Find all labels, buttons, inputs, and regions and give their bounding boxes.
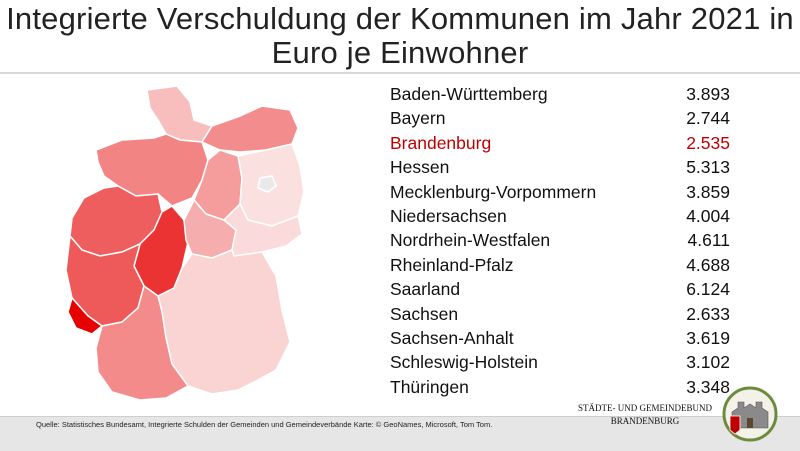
map-region-sachsen — [222, 202, 303, 257]
state-name: Schleswig-Holstein — [390, 352, 538, 373]
debt-table: Baden-Württemberg 3.893 Bayern 2.744 Branden… — [390, 82, 730, 399]
state-name: Nordrhein-Westfalen — [390, 230, 551, 251]
state-name: Saarland — [390, 279, 461, 300]
debt-value: 2.535 — [686, 132, 730, 153]
debt-value: 4.688 — [686, 254, 730, 275]
table-row: Brandenburg 2.535 — [390, 131, 730, 155]
debt-value: 3.859 — [686, 181, 730, 202]
debt-value: 3.893 — [686, 84, 730, 104]
debt-value: 6.124 — [686, 279, 730, 300]
table-row: Niedersachsen 4.004 — [390, 204, 730, 228]
state-name: Rheinland-Pfalz — [390, 254, 514, 275]
map-region-mecklenburg-vorpommern — [200, 105, 299, 153]
debt-value: 3.348 — [686, 376, 730, 397]
debt-value: 4.611 — [687, 230, 731, 251]
state-name: Bayern — [390, 108, 446, 129]
association-logo — [722, 386, 778, 442]
table-row: Sachsen-Anhalt 3.619 — [390, 326, 730, 350]
table-row: Rheinland-Pfalz 4.688 — [390, 253, 730, 277]
table-row: Nordrhein-Westfalen 4.611 — [390, 228, 730, 252]
table-row: Bayern 2.744 — [390, 106, 730, 130]
table-row: Hessen 5.313 — [390, 155, 730, 179]
map-region-saarland — [67, 296, 104, 335]
state-name: Mecklenburg-Vorpommern — [390, 181, 597, 202]
table-row: Sachsen 2.633 — [390, 302, 730, 326]
debt-value: 2.744 — [686, 108, 730, 129]
state-name: Niedersachsen — [390, 205, 507, 226]
association-line-2: BRANDENBURG — [610, 416, 680, 426]
map-region-baden-wuerttemberg — [95, 284, 190, 401]
table-row: Saarland 6.124 — [390, 277, 730, 301]
debt-value: 2.633 — [686, 303, 730, 324]
germany-choropleth-map — [65, 85, 305, 401]
table-row: Thüringen 3.348 — [390, 375, 730, 399]
association-name: STÄDTE- UND GEMEINDEBUND BRANDENBURG — [560, 402, 730, 428]
map-region-schleswig-holstein — [146, 85, 214, 143]
state-name: Brandenburg — [390, 132, 492, 153]
state-name: Thüringen — [390, 376, 469, 397]
title-divider — [0, 72, 800, 74]
map-region-berlin — [257, 175, 277, 193]
footer-bar — [0, 416, 800, 451]
source-note: Quelle: Statistisches Bundesamt, Integri… — [36, 420, 493, 429]
debt-value: 5.313 — [686, 157, 730, 178]
state-name: Baden-Württemberg — [390, 84, 548, 104]
map-region-niedersachsen — [95, 133, 209, 207]
state-name: Sachsen — [390, 303, 459, 324]
debt-value: 4.004 — [686, 205, 730, 226]
debt-value: 3.102 — [686, 352, 730, 373]
debt-value: 3.619 — [686, 327, 730, 348]
table-row: Baden-Württemberg 3.893 — [390, 82, 730, 106]
state-name: Hessen — [390, 157, 450, 178]
page-title: Integrierte Verschuldung der Kommunen im… — [6, 1, 794, 70]
association-line-1: STÄDTE- UND GEMEINDEBUND — [578, 403, 712, 413]
state-name: Sachsen-Anhalt — [390, 327, 514, 348]
table-row: Mecklenburg-Vorpommern 3.859 — [390, 180, 730, 204]
table-row: Schleswig-Holstein 3.102 — [390, 350, 730, 374]
